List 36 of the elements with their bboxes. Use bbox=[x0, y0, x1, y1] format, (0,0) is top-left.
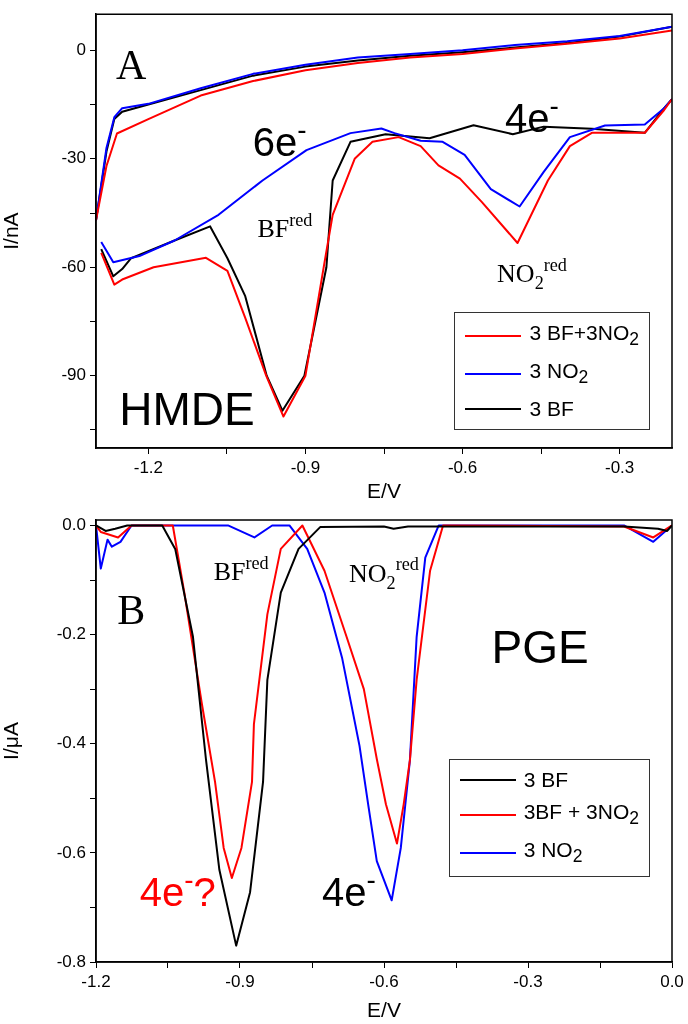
text: A bbox=[115, 42, 147, 89]
y-tick-label: -60 bbox=[61, 256, 86, 276]
y-tick-label: 0.0 bbox=[62, 515, 86, 535]
x-tick-label: -0.3 bbox=[604, 457, 635, 477]
y-tick-label: -30 bbox=[61, 148, 86, 168]
annotation: 4e- bbox=[321, 863, 376, 914]
text: HMDE bbox=[119, 383, 255, 436]
text: PGE bbox=[491, 620, 589, 673]
x-tick-label: -1.2 bbox=[133, 457, 164, 477]
legend-label: 3 BF bbox=[523, 766, 568, 793]
annotation: 6e- bbox=[252, 113, 307, 165]
y-axis-title: I/nA bbox=[0, 212, 23, 250]
y-axis-title: I/μA bbox=[0, 722, 23, 760]
x-tick-label: -1.2 bbox=[81, 971, 111, 991]
x-tick-label: -0.6 bbox=[369, 971, 399, 991]
legend-label: 3 BF+3NO$_{2}$ bbox=[529, 319, 639, 351]
legend-label: 3 BF bbox=[529, 396, 574, 422]
x-tick-label: -0.9 bbox=[290, 457, 321, 477]
y-tick-label: -0.2 bbox=[56, 624, 86, 644]
x-axis-title: E/V bbox=[367, 998, 401, 1022]
y-tick-label: -0.8 bbox=[56, 951, 86, 971]
annotation: 4e- bbox=[505, 90, 559, 141]
x-tick-label: 0.0 bbox=[660, 971, 684, 991]
x-tick-label: -0.6 bbox=[447, 457, 478, 477]
y-tick-label: -0.6 bbox=[56, 842, 86, 862]
y-tick-label: 0 bbox=[76, 40, 86, 60]
y-tick-label: -0.4 bbox=[56, 733, 86, 753]
annotation: 4e-? bbox=[139, 863, 216, 914]
y-tick-label: -90 bbox=[61, 365, 86, 385]
legend-label: 3 NO$_{2}$ bbox=[523, 836, 583, 869]
x-axis-title: E/V bbox=[367, 479, 401, 503]
text: B bbox=[117, 586, 146, 633]
x-tick-label: -0.9 bbox=[225, 971, 255, 991]
legend-label: 3BF + 3NO$_{2}$ bbox=[523, 798, 639, 830]
x-tick-label: -0.3 bbox=[513, 971, 543, 991]
legend-label: 3 NO$_{2}$ bbox=[529, 357, 589, 389]
